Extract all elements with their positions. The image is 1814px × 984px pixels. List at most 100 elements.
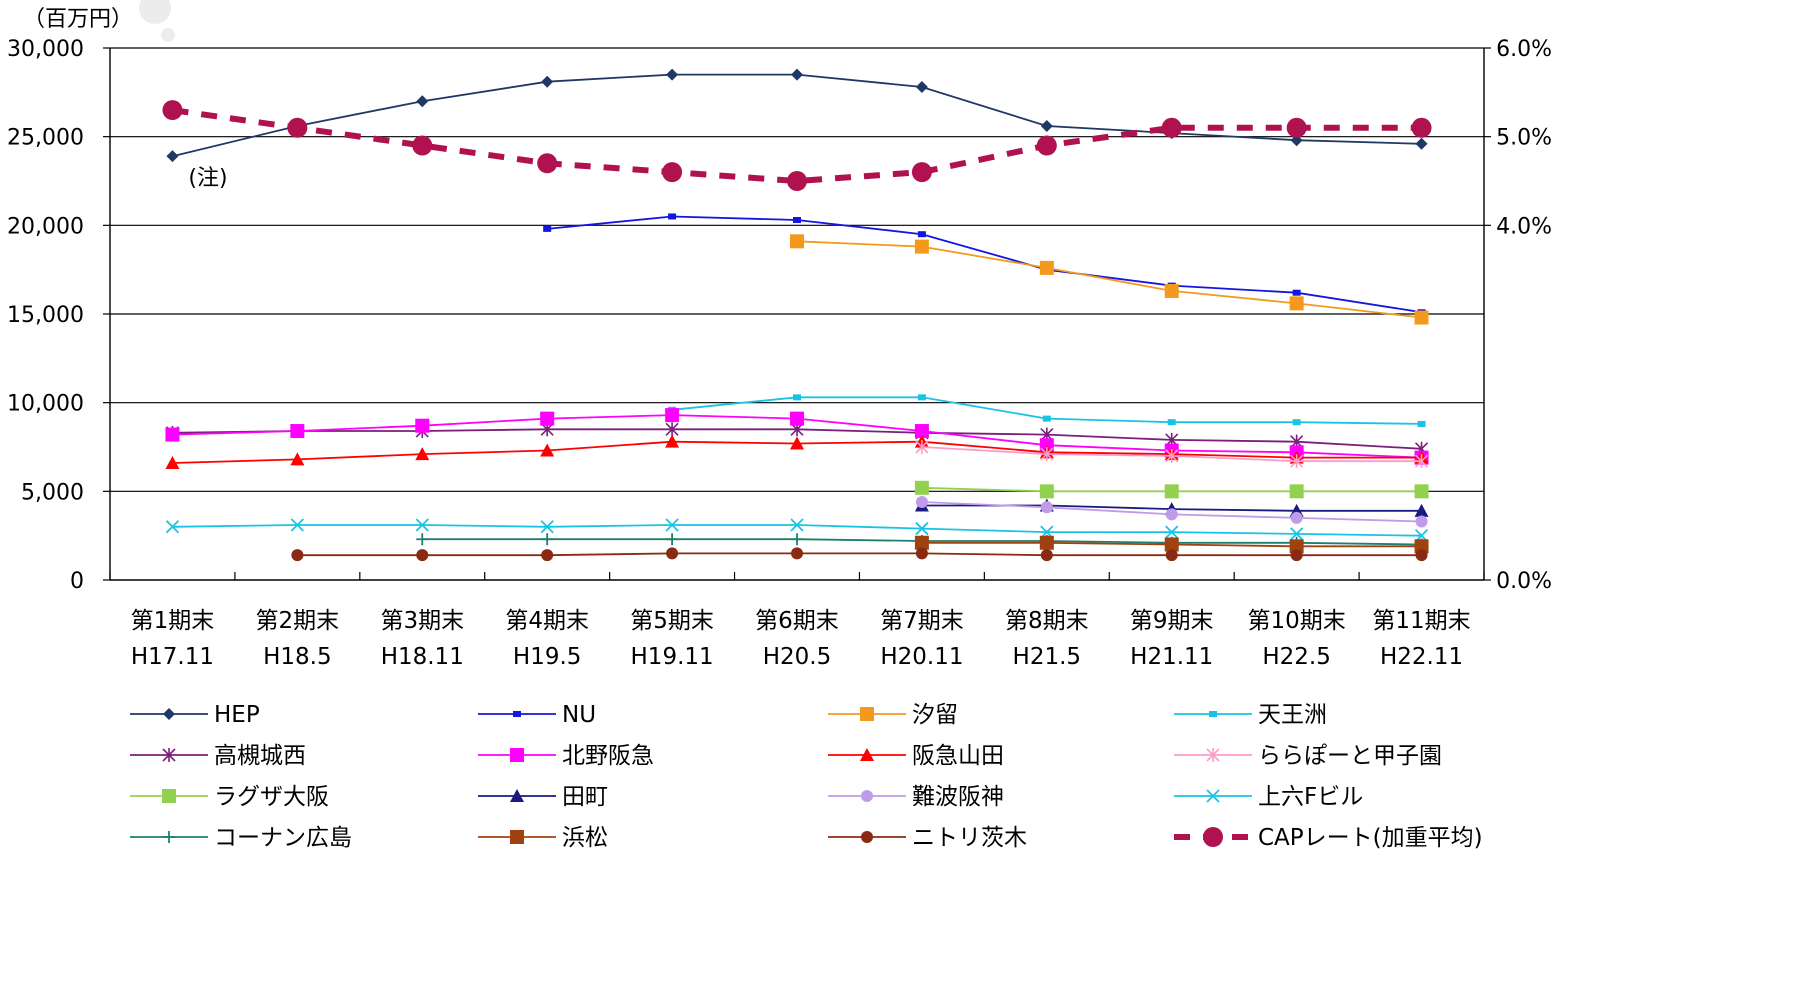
- series-layer: [162, 68, 1432, 562]
- y-left-unit-label: （百万円）: [23, 7, 133, 32]
- decorative-bubbles: [139, 0, 175, 42]
- data-point: [1040, 549, 1053, 562]
- data-point: [291, 549, 304, 562]
- x-tick-label: 第8期末: [1005, 608, 1089, 634]
- data-point: [787, 171, 807, 191]
- data-point: [915, 440, 929, 454]
- legend-label: 北野阪急: [562, 743, 654, 769]
- data-point: [166, 150, 179, 163]
- data-point: [1414, 454, 1429, 469]
- series-line-NU: [547, 215, 1422, 314]
- data-point: [791, 547, 803, 560]
- data-point: [1164, 537, 1179, 552]
- x-tick-label: H22.11: [1380, 644, 1463, 670]
- y-right-tick-label: 0.0%: [1496, 569, 1552, 594]
- x-tick-label: H18.11: [381, 644, 464, 670]
- x-tick-label: 第2期末: [256, 608, 340, 634]
- legend-marker: [163, 708, 175, 720]
- data-point: [1165, 448, 1179, 463]
- data-point: [914, 480, 929, 495]
- x-tick-label: 第6期末: [755, 608, 839, 634]
- data-point: [914, 239, 929, 254]
- data-point: [793, 217, 801, 224]
- legend-label: 難波阪神: [912, 784, 1004, 810]
- y-left-tick-label: 15,000: [7, 303, 84, 328]
- data-point: [917, 231, 926, 238]
- data-point: [1165, 508, 1178, 521]
- data-point: [165, 520, 180, 534]
- data-point: [1290, 527, 1304, 541]
- data-point: [290, 424, 305, 439]
- legend-label: 上六Fビル: [1258, 784, 1363, 810]
- x-tick-label: H22.5: [1262, 644, 1331, 670]
- data-point: [666, 547, 679, 560]
- legend-label: ニトリ茨木: [912, 825, 1027, 851]
- data-point: [1164, 283, 1179, 298]
- y-left-tick-label: 20,000: [7, 214, 84, 239]
- data-point: [412, 135, 433, 156]
- x-tick-label: H20.11: [880, 644, 963, 670]
- x-tick-label: H18.5: [263, 644, 332, 670]
- series-浜松: [914, 535, 1429, 554]
- annotation-note: (注): [188, 166, 227, 191]
- decorative-bubble: [161, 28, 175, 42]
- legend-item: CAPレート(加重平均): [1174, 825, 1483, 851]
- legend-item: ららぽーと甲子園: [1174, 743, 1442, 769]
- legend-marker: [1203, 827, 1223, 847]
- series-CAPレート(加重平均): [162, 100, 1432, 191]
- data-point: [915, 495, 928, 508]
- series-天王洲: [668, 394, 1426, 427]
- legend-marker: [1206, 789, 1220, 803]
- legend-item: 阪急山田: [828, 743, 1004, 769]
- x-tick-label: 第7期末: [880, 608, 964, 634]
- data-point: [915, 547, 928, 560]
- legend-label: コーナン広島: [214, 825, 352, 851]
- legend-label: 阪急山田: [912, 743, 1004, 769]
- series-難波阪神: [915, 495, 1428, 528]
- data-point: [790, 436, 804, 450]
- y-left-tick-label: 10,000: [7, 392, 84, 417]
- data-point: [665, 408, 680, 423]
- series-line-CAPレート(加重平均): [172, 107, 1422, 185]
- data-point: [416, 533, 429, 546]
- data-point: [1039, 438, 1054, 453]
- data-point: [1289, 296, 1304, 311]
- x-tick-label: H19.5: [513, 644, 582, 670]
- legend-marker: [510, 789, 524, 802]
- y-right-tick-label: 5.0%: [1496, 126, 1552, 151]
- legend-item: コーナン広島: [130, 825, 352, 851]
- data-point: [1415, 515, 1428, 528]
- series-汐留: [790, 234, 1429, 325]
- data-point: [1414, 484, 1429, 499]
- legend-label: ららぽーと甲子園: [1258, 743, 1442, 769]
- series-line-汐留: [796, 240, 1422, 319]
- x-tick-label: 第3期末: [380, 608, 464, 634]
- data-point: [1417, 420, 1426, 427]
- data-point: [1290, 454, 1304, 469]
- series-ラグザ大阪: [914, 480, 1429, 499]
- legend-label: CAPレート(加重平均): [1258, 825, 1483, 851]
- data-point: [1290, 549, 1303, 562]
- data-point: [1040, 120, 1053, 133]
- x-tick-label: H17.11: [131, 644, 214, 670]
- legend-item: ラグザ大阪: [130, 784, 329, 810]
- data-point: [793, 394, 801, 401]
- legend-marker: [162, 748, 176, 762]
- data-point: [1036, 135, 1057, 156]
- legend-marker: [861, 831, 873, 843]
- series-上六Fビル: [165, 518, 1429, 543]
- data-point: [665, 434, 680, 448]
- x-tick-label: 第5期末: [630, 608, 714, 634]
- data-point: [415, 447, 430, 461]
- legend-label: 天王洲: [1258, 702, 1327, 728]
- axes: [103, 47, 1491, 581]
- data-point: [911, 162, 932, 183]
- data-point: [415, 418, 430, 433]
- data-point: [915, 81, 928, 94]
- legend-label: HEP: [214, 702, 260, 728]
- data-point: [791, 533, 803, 546]
- data-point: [1415, 137, 1428, 150]
- series-line-ニトリ茨木: [297, 552, 1422, 557]
- x-tick-label: 第10期末: [1247, 608, 1345, 634]
- legend-marker: [1209, 711, 1217, 717]
